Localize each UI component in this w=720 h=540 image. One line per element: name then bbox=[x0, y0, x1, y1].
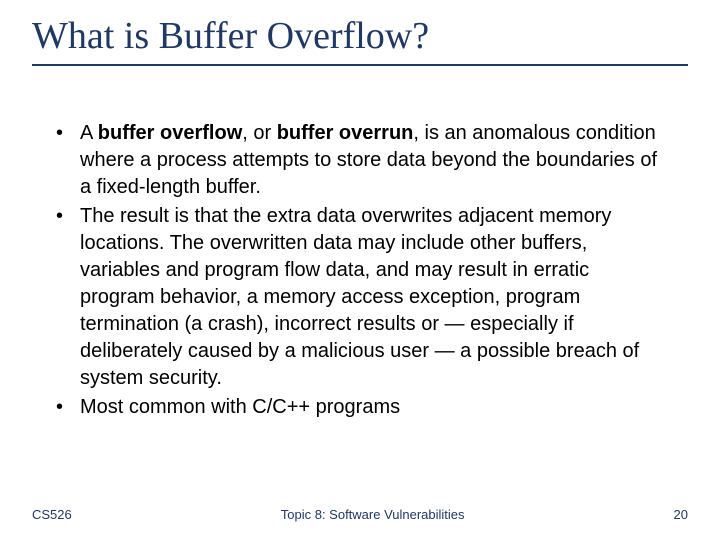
bullet-text: Most common with C/C++ programs bbox=[80, 394, 664, 421]
text-run: A bbox=[80, 122, 98, 144]
text-run: Most common with C/C++ programs bbox=[80, 396, 400, 418]
footer-left: CS526 bbox=[32, 507, 72, 522]
bold-run: buffer overflow bbox=[98, 122, 242, 144]
bullet-text: A buffer overflow, or buffer overrun, is… bbox=[80, 120, 664, 201]
footer-right: 20 bbox=[674, 507, 688, 522]
bullet-marker: • bbox=[56, 120, 80, 147]
slide-footer: CS526 Topic 8: Software Vulnerabilities … bbox=[32, 507, 688, 522]
bullet-marker: • bbox=[56, 394, 80, 421]
bullet-text: The result is that the extra data overwr… bbox=[80, 203, 664, 392]
slide-body: •A buffer overflow, or buffer overrun, i… bbox=[56, 120, 664, 423]
title-underline bbox=[32, 64, 688, 66]
slide: What is Buffer Overflow? •A buffer overf… bbox=[0, 0, 720, 540]
bold-run: buffer overrun bbox=[277, 122, 414, 144]
bullet-marker: • bbox=[56, 203, 80, 230]
bullet-item: •A buffer overflow, or buffer overrun, i… bbox=[56, 120, 664, 201]
text-run: , or bbox=[242, 122, 276, 144]
slide-title: What is Buffer Overflow? bbox=[32, 14, 429, 58]
bullet-item: •The result is that the extra data overw… bbox=[56, 203, 664, 392]
footer-center: Topic 8: Software Vulnerabilities bbox=[281, 507, 465, 522]
text-run: The result is that the extra data overwr… bbox=[80, 205, 639, 389]
bullet-item: •Most common with C/C++ programs bbox=[56, 394, 664, 421]
